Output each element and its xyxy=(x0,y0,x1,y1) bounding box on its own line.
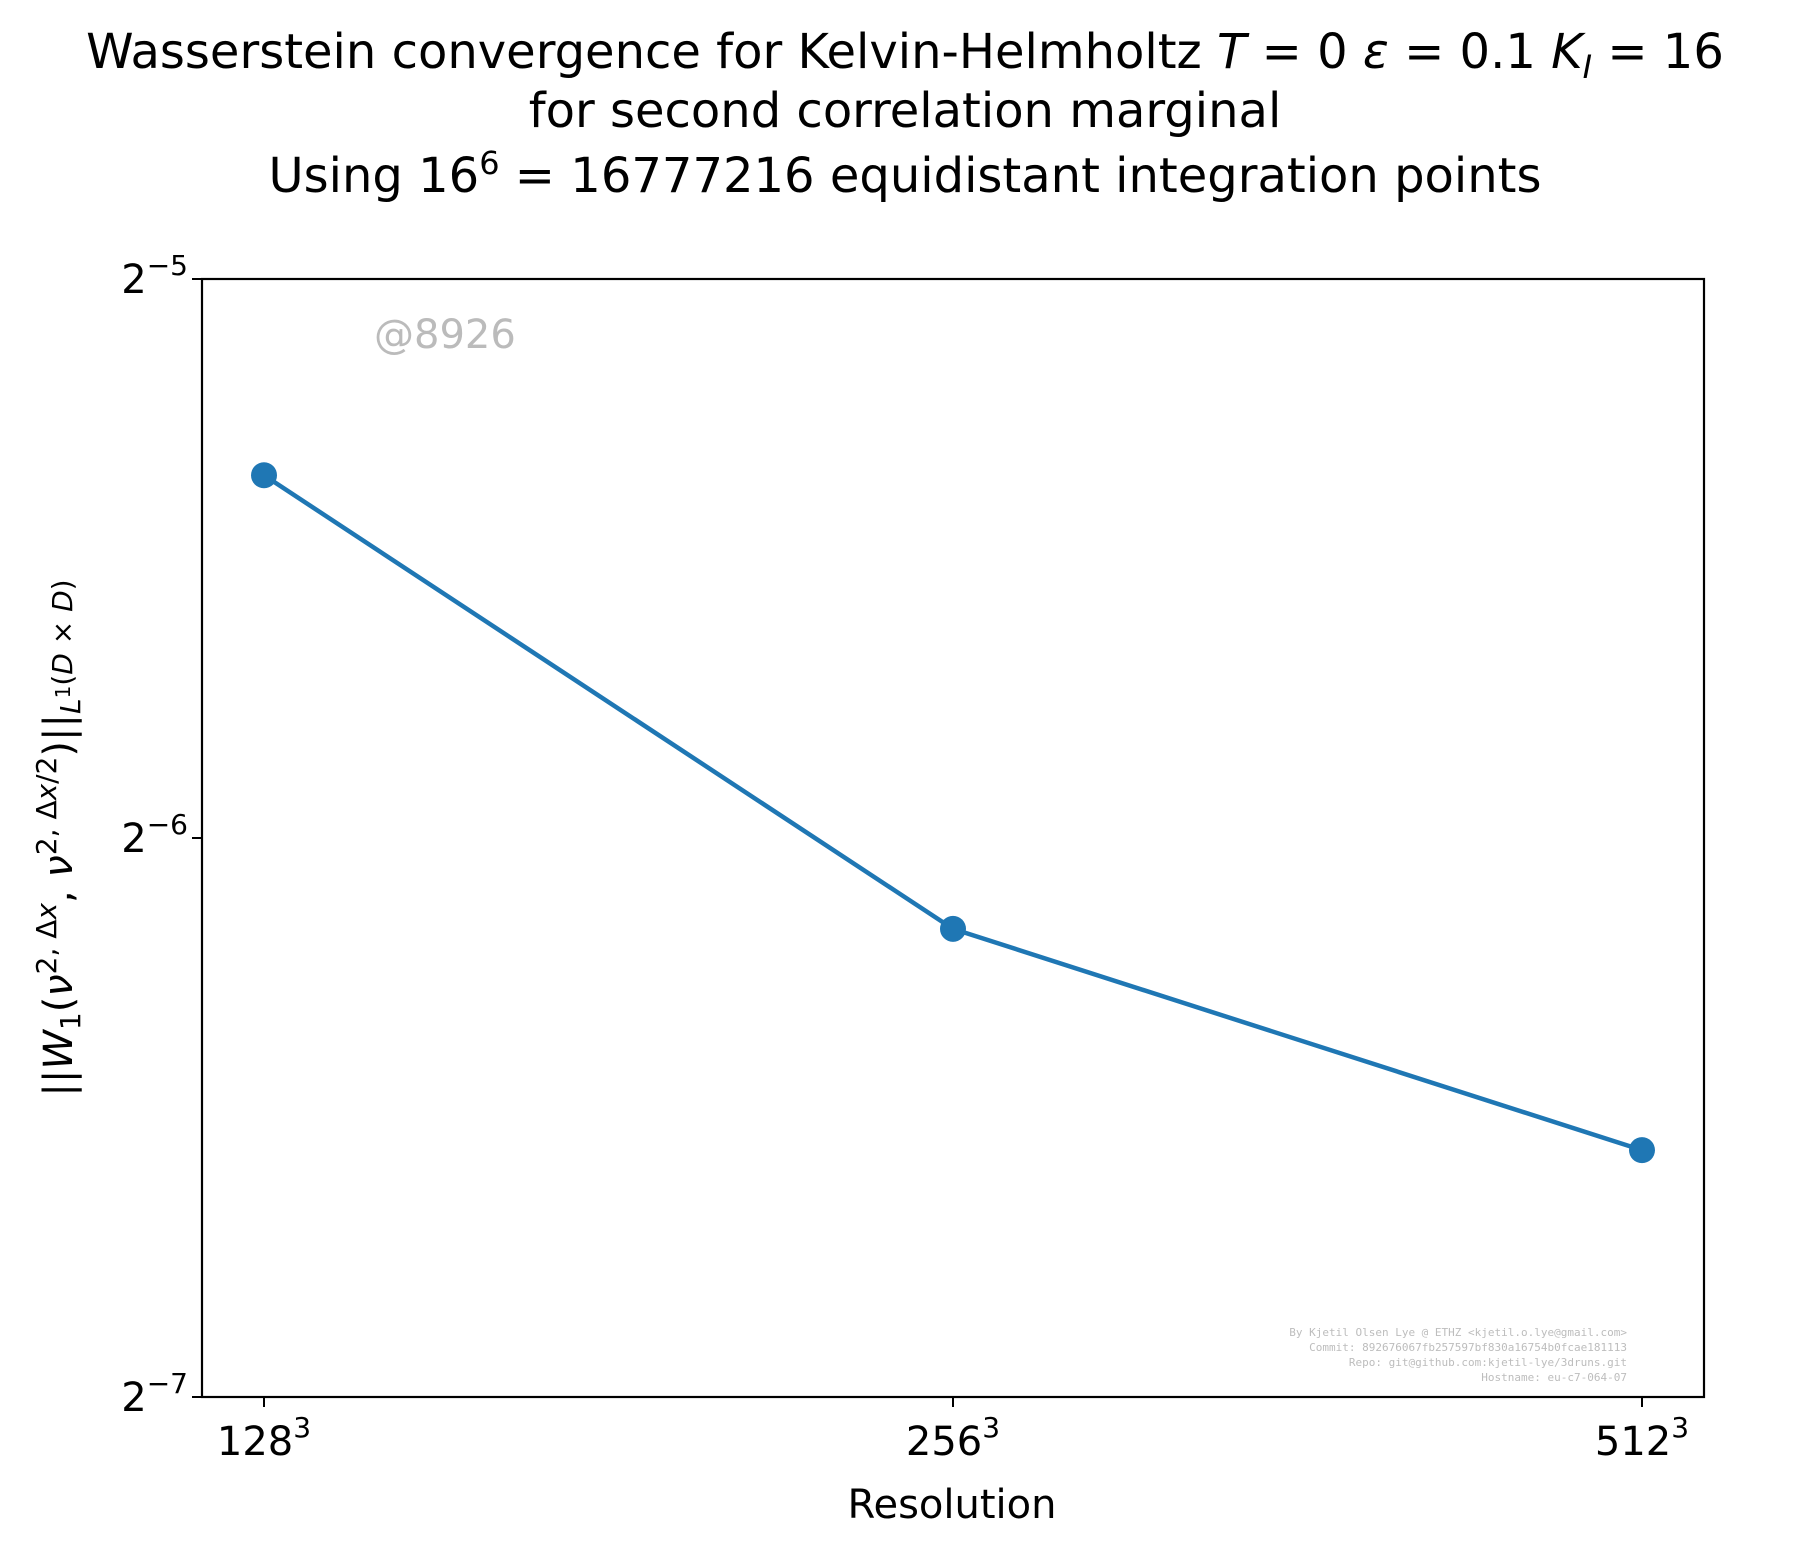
chart-title: Wasserstein convergence for Kelvin-Helmh… xyxy=(86,24,1724,204)
data-series xyxy=(251,462,1655,1164)
y-tick-label: 2−6 xyxy=(121,808,188,862)
x-tick-label: 5123 xyxy=(1595,1411,1689,1465)
series-line xyxy=(262,473,1643,1153)
y-axis-ticks: 2−5 2−6 2−7 xyxy=(121,249,202,1421)
data-point xyxy=(251,462,278,489)
y-tick-label: 2−5 xyxy=(121,249,188,303)
x-tick-label: 1283 xyxy=(217,1411,311,1465)
credit-line: By Kjetil Olsen Lye @ ETHZ <kjetil.o.lye… xyxy=(1289,1326,1627,1339)
data-point xyxy=(940,915,966,942)
title-line-1: Wasserstein convergence for Kelvin-Helmh… xyxy=(86,24,1724,86)
title-line-2: for second correlation marginal xyxy=(529,83,1282,139)
y-axis-label: ||W1(ν2, Δx, ν2, Δx/2)||L1(D × D) xyxy=(30,579,87,1096)
credit-line: Hostname: eu-c7-064-07 xyxy=(1481,1371,1627,1384)
credit-line: Repo: git@github.com:kjetil-lye/3druns.g… xyxy=(1349,1356,1627,1369)
x-tick-label: 2563 xyxy=(906,1411,1000,1465)
data-point xyxy=(1628,1137,1655,1164)
plot-area-frame xyxy=(200,277,1706,1399)
x-axis-ticks: 1283 2563 5123 xyxy=(217,1397,1689,1465)
y-tick-label: 2−7 xyxy=(121,1367,188,1421)
watermark-text: @8926 xyxy=(374,312,516,358)
title-line-3: Using 166 = 16777216 equidistant integra… xyxy=(268,144,1541,204)
credit-block: By Kjetil Olsen Lye @ ETHZ <kjetil.o.lye… xyxy=(1289,1326,1627,1384)
x-axis-label: Resolution xyxy=(847,1482,1056,1528)
credit-line: Commit: 892676067fb257597bf830a16754b0fc… xyxy=(1309,1341,1627,1354)
